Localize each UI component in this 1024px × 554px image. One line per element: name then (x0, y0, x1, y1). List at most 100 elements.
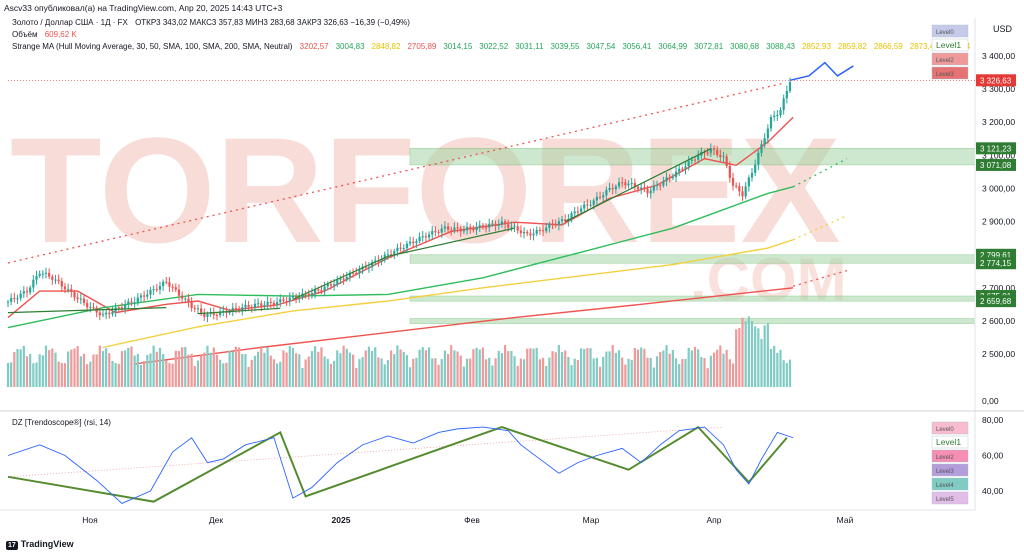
candle (554, 224, 557, 226)
candle (374, 260, 377, 263)
ma-value: 2859,82 (837, 42, 867, 51)
candle (152, 289, 155, 291)
rsi-level-box (931, 449, 969, 463)
candle (643, 187, 646, 189)
rsi-line (7, 426, 794, 504)
volume-bar (120, 351, 124, 387)
ma-value: 2866,59 (873, 42, 903, 51)
volume-bar (41, 355, 44, 387)
price-tick: 3 100,00 (982, 150, 1015, 160)
candle (310, 293, 314, 296)
candle (665, 177, 668, 182)
symbol-name[interactable]: Золото / Доллар США · 1Д · FX (12, 18, 128, 27)
candle (535, 230, 538, 234)
volume-bar (630, 359, 633, 387)
currency-label[interactable]: USD (992, 24, 1012, 34)
volume-bar (310, 351, 314, 387)
volume-bar (415, 357, 418, 387)
volume-bar (592, 358, 595, 387)
candle (86, 302, 89, 308)
volume-bar (136, 353, 139, 387)
volume-bar (152, 345, 155, 387)
time-tick: Фев (464, 515, 480, 525)
candle (576, 211, 579, 213)
volume-bar (725, 349, 728, 387)
volume-bar (263, 352, 266, 387)
candle (674, 171, 678, 178)
candle (491, 223, 494, 225)
tradingview-logo[interactable]: 17 TradingView (6, 539, 74, 550)
volume-bar (190, 353, 193, 387)
volume-bar (465, 358, 469, 387)
volume-bar (231, 351, 234, 387)
watermark: TORFOREX .COM (10, 106, 847, 313)
price-tick: 3 400,00 (982, 51, 1015, 61)
price-axis[interactable]: 3 400,00 3 300,00 3 200,00 3 100,00 3 000,00… (8, 18, 1016, 510)
volume-bar (177, 350, 181, 387)
ma-line (7, 186, 794, 329)
volume-value: 609,62 K (44, 30, 77, 39)
ma-indicator-label[interactable]: Strange MA (Hull Moving Average, 30, 50,… (12, 42, 293, 51)
candle (446, 226, 450, 230)
candle (747, 177, 750, 187)
candle (472, 228, 475, 231)
volume-bar (206, 345, 209, 387)
price-tick: 2 600,00 (982, 316, 1015, 326)
volume-bar (253, 355, 257, 387)
volume-bar (472, 349, 475, 387)
price-tick: 3 000,00 (982, 183, 1015, 193)
level-legend-box (931, 38, 969, 52)
ohlc-values: ОТКР3 343,02 МАКС3 357,83 МИН3 283,68 ЗА… (135, 18, 410, 27)
volume-bar (662, 350, 665, 387)
level-legend-label: Level1 (936, 40, 961, 50)
candle (614, 186, 617, 190)
candle (336, 279, 339, 285)
candle (785, 91, 788, 99)
candle (640, 187, 643, 189)
candle (497, 224, 500, 227)
volume-label[interactable]: Объём (12, 30, 38, 39)
volume-bar (35, 362, 38, 387)
time-axis[interactable]: Ноя Дек 2025 Фев Мар Апр Май (0, 509, 975, 525)
candle (41, 273, 44, 275)
candle (450, 229, 453, 231)
candle (475, 227, 478, 231)
volume-bar (712, 352, 716, 387)
symbol-legend-row: Золото / Доллар США · 1Д · FX ОТКР3 343,… (12, 18, 415, 27)
volume-bar (393, 354, 396, 387)
candle (706, 152, 709, 154)
volume-bar (108, 353, 111, 387)
level-legend-box (931, 66, 969, 80)
price-tag (976, 74, 1016, 87)
candle (364, 266, 367, 268)
volume-bar (643, 348, 646, 387)
volume-bar (668, 353, 671, 387)
volume-bar (773, 345, 776, 387)
candle (402, 248, 405, 250)
candle (636, 186, 640, 189)
candle (38, 273, 41, 276)
candle (215, 314, 219, 316)
candle (380, 259, 383, 262)
candle (690, 159, 693, 162)
candle (124, 304, 127, 309)
candle (63, 286, 67, 290)
volume-bar (564, 350, 567, 387)
volume-bar (453, 350, 456, 387)
candle (627, 183, 630, 186)
volume-bar (532, 348, 535, 387)
candle (719, 154, 722, 158)
volume-bar (731, 363, 735, 387)
candle (716, 149, 719, 155)
rsi-level-box (931, 435, 969, 449)
volume-bar (105, 348, 108, 387)
time-tick: Апр (707, 515, 722, 525)
candle (782, 98, 785, 111)
level-tag (976, 158, 1016, 171)
candle (488, 224, 491, 228)
volume-bar (117, 363, 120, 387)
candle (105, 312, 108, 315)
volume-bar (329, 363, 333, 387)
level-tag-label: 3 121,23 (980, 144, 1012, 153)
